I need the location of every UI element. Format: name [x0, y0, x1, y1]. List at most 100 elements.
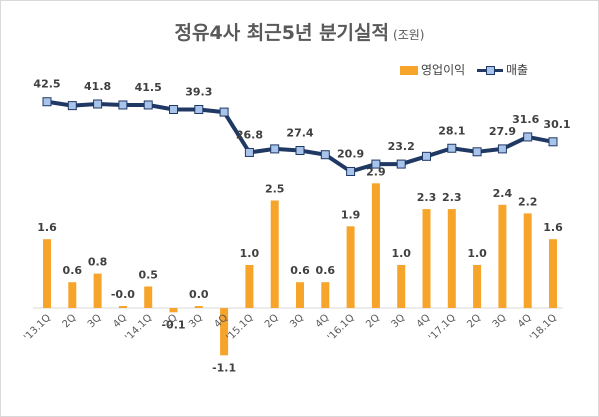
x-tick-label-1: 2Q: [61, 312, 79, 330]
x-tick-label-14: 3Q: [389, 312, 407, 330]
legend-item-sales: 매출: [477, 61, 528, 78]
x-tick-label-9: 2Q: [263, 312, 281, 330]
line-point-15: [422, 151, 431, 161]
chart-title-block: 정유4사 최근5년 분기실적 (조원): [0, 18, 599, 45]
line-label-2: 41.8: [84, 80, 111, 93]
bar-label-2: 0.8: [88, 256, 108, 269]
bar-label-19: 2.2: [518, 195, 538, 208]
bar-label-9: 2.5: [265, 183, 285, 196]
line-point-12: [346, 167, 356, 177]
bar-label-15: 2.3: [417, 191, 437, 204]
line-point-14: [396, 159, 406, 169]
bar-18: [498, 204, 507, 308]
bar-3: [118, 306, 127, 308]
bar-8: [245, 265, 254, 308]
bar-13: [371, 183, 380, 308]
chart-title: 정유4사 최근5년 분기실적: [174, 22, 390, 44]
legend-label-sales: 매출: [506, 63, 529, 77]
bar-label-0: 1.6: [37, 221, 57, 234]
bar-2: [93, 273, 102, 308]
x-tick-label-17: 2Q: [465, 312, 483, 330]
bar-19: [523, 213, 532, 308]
bar-15: [422, 209, 431, 308]
bar-label-5: -0.1: [161, 318, 185, 331]
bar-label-13: 2.9: [366, 165, 386, 178]
line-point-0: [42, 97, 52, 107]
bar-17: [473, 265, 482, 308]
legend-line-swatch: [477, 66, 503, 75]
bar-4: [144, 286, 153, 308]
line-point-5: [169, 104, 178, 114]
chart-legend: 영업이익 매출: [400, 61, 536, 78]
bar-label-12: 1.9: [341, 208, 361, 221]
line-label-0: 42.5: [33, 78, 60, 91]
line-point-3: [118, 100, 128, 110]
bar-0: [43, 239, 51, 308]
bar-label-14: 1.0: [391, 247, 411, 260]
x-tick-label-2: 3Q: [86, 312, 104, 330]
line-label-20: 30.1: [543, 118, 570, 131]
bar-label-4: 0.5: [138, 269, 158, 282]
x-tick-label-3: 4Q: [111, 312, 129, 330]
line-point-8: [244, 147, 254, 157]
bar-label-18: 2.4: [493, 187, 513, 200]
bar-16: [447, 209, 456, 308]
line-label-8: 26.8: [236, 128, 263, 141]
line-label-19: 31.6: [512, 113, 539, 126]
x-tick-label-8: '15.1Q: [224, 312, 255, 343]
bar-label-6: 0.0: [189, 288, 209, 301]
line-label-18: 27.9: [489, 125, 516, 138]
line-point-1: [67, 101, 77, 111]
x-tick-label-15: 4Q: [415, 312, 433, 330]
x-tick-label-6: 3Q: [187, 312, 205, 330]
line-point-19: [523, 132, 533, 142]
line-point-4: [143, 100, 153, 110]
line-label-12: 20.9: [337, 148, 364, 161]
line-label-10: 27.4: [286, 127, 313, 140]
line-point-9: [270, 144, 280, 154]
x-tick-label-12: '16.1Q: [326, 312, 357, 343]
line-label-14: 23.2: [388, 140, 415, 153]
line-label-6: 39.3: [185, 85, 212, 98]
line-point-18: [497, 144, 507, 154]
line-point-6: [194, 104, 204, 114]
bar-10: [296, 282, 304, 308]
chart-subtitle: (조원): [393, 28, 425, 42]
x-tick-label-10: 3Q: [288, 312, 306, 330]
bar-9: [270, 200, 279, 308]
line-point-10: [295, 146, 305, 156]
bar-14: [397, 265, 406, 308]
legend-item-operating-profit: 영업이익: [400, 61, 465, 78]
bar-label-17: 1.0: [467, 247, 487, 260]
bar-12: [346, 226, 355, 308]
bar-label-3: -0.0: [111, 288, 135, 301]
legend-label-operating-profit: 영업이익: [421, 63, 466, 77]
bar-label-7: -1.1: [212, 361, 236, 374]
line-point-2: [93, 99, 103, 109]
x-tick-label-0: '13.1Q: [22, 312, 53, 343]
legend-bar-swatch: [400, 66, 418, 75]
x-tick-label-11: 4Q: [314, 312, 332, 330]
x-tick-label-13: 2Q: [364, 312, 382, 330]
bar-label-11: 0.6: [316, 264, 336, 277]
x-tick-label-16: '17.1Q: [427, 312, 458, 343]
x-tick-label-4: '14.1Q: [123, 312, 154, 343]
bar-label-1: 0.6: [63, 264, 83, 277]
line-point-7: [219, 107, 229, 117]
x-tick-label-18: 3Q: [491, 312, 509, 330]
x-tick-label-19: 4Q: [516, 312, 534, 330]
bar-20: [549, 239, 557, 308]
x-tick-label-20: '18.1Q: [528, 312, 559, 343]
bar-1: [68, 282, 77, 308]
line-point-13: [371, 159, 381, 169]
bar-5: [169, 308, 178, 313]
line-label-4: 41.5: [135, 81, 162, 94]
bar-label-10: 0.6: [290, 264, 310, 277]
bar-11: [321, 282, 330, 308]
bar-label-8: 1.0: [240, 247, 260, 260]
line-point-11: [320, 150, 330, 160]
bar-6: [194, 306, 203, 308]
bar-label-16: 2.3: [442, 191, 462, 204]
line-point-16: [447, 143, 457, 153]
